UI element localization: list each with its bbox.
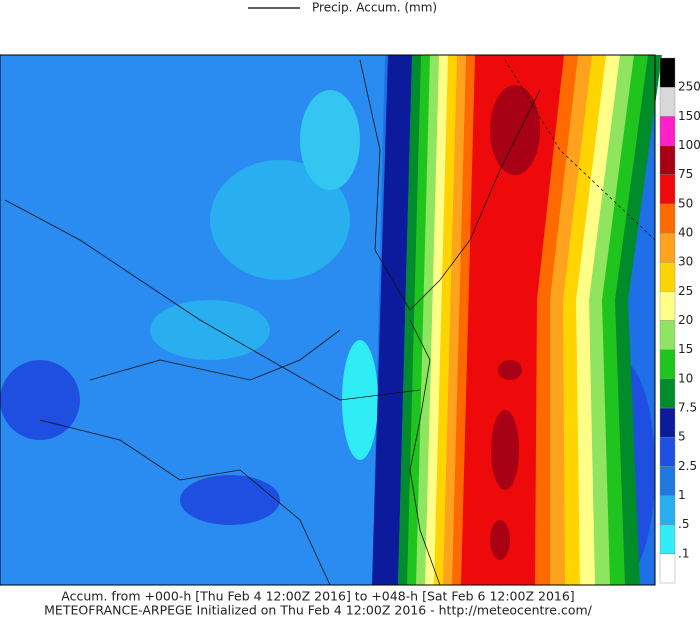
colorbar-box [659,407,676,438]
colorbar-label: .1 [678,546,689,560]
legend-title: Precip. Accum. (mm) [312,1,437,15]
colorbar-label: 40 [678,226,693,240]
colorbar-box [659,145,676,175]
colorbar-label: 30 [678,255,693,269]
colorbar-box [659,174,676,205]
colorbar-box [659,320,676,350]
colorbar-label: 25 [678,284,693,298]
colorbar-box [659,232,676,263]
colorbar-box [659,495,676,525]
patch-light [210,160,350,280]
precip-band [461,55,564,585]
precip-core [490,85,540,175]
colorbar-box [659,553,676,584]
colorbar-label: 50 [678,196,693,210]
band-navy [372,55,412,585]
colorbar-label: 15 [678,342,693,356]
colorbar-box [659,378,676,409]
patch-cyan [342,340,378,460]
patch-dark [180,475,280,525]
colorbar-label: 250 [678,80,700,94]
colorbar-label: 5 [678,430,686,444]
border-line [4,199,421,401]
colorbar-label: 7.5 [678,401,697,415]
colorbar-box [659,86,676,117]
colorbar-box [659,466,676,496]
colorbar-label: 2.5 [678,459,697,473]
colorbar-label: 75 [678,167,693,181]
border-line [39,419,331,586]
precip-core [490,520,510,560]
precip-core [498,360,522,380]
colorbar-label: 10 [678,371,693,385]
colorbar-label: 100 [678,138,700,152]
border-dashed [504,59,656,241]
colorbar-box [659,291,676,321]
patch-dark [0,360,80,440]
colorbar-box [659,524,676,555]
colorbar-box [659,261,676,292]
map-frame [0,54,656,586]
colorbar-label: .5 [678,517,689,531]
colorbar-label: 20 [678,313,693,327]
colorbar-box [659,57,676,88]
coastline [409,319,441,586]
colorbar-box [659,116,676,146]
precip-bands [398,55,662,585]
colorbar-box [659,436,676,467]
footer-line: METEOFRANCE-ARPEGE Initialized on Thu Fe… [44,603,593,618]
footer-line: Accum. from +000-h [Thu Feb 4 12:00Z 201… [61,589,574,604]
coastline [359,59,541,311]
border-line [89,329,341,381]
colorbar: .1 .5 1 2.5 5 7.5 10 15 20 25 30 40 50 75 100 150 250 [659,57,700,584]
colorbar-label: 150 [678,109,700,123]
colorbar-box [659,349,676,380]
coastlines [4,59,656,586]
precip-core [491,410,519,490]
colorbar-label: 1 [678,488,686,502]
colorbar-box [659,203,676,234]
patch-light [300,90,360,190]
patch-light [150,300,270,360]
